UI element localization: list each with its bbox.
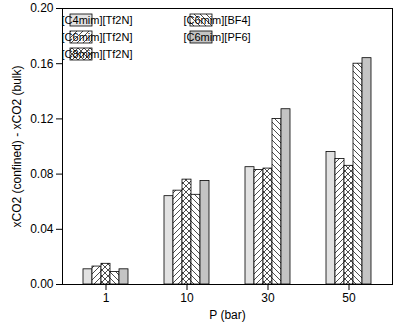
- svg-text:xCO2 (confined) - xCO2 (bulk): xCO2 (confined) - xCO2 (bulk): [10, 65, 24, 227]
- svg-text:1: 1: [103, 291, 110, 305]
- svg-text:0.12: 0.12: [30, 112, 54, 126]
- svg-text:[C6mim][PF6]: [C6mim][PF6]: [183, 31, 250, 43]
- svg-text:P (bar): P (bar): [209, 308, 245, 322]
- svg-text:0.04: 0.04: [30, 222, 54, 236]
- svg-text:[C6mim][Tf2N]: [C6mim][Tf2N]: [62, 31, 133, 43]
- svg-text:30: 30: [261, 291, 275, 305]
- svg-text:0.20: 0.20: [30, 1, 54, 15]
- svg-text:[C8mim][Tf2N]: [C8mim][Tf2N]: [62, 48, 133, 60]
- svg-text:0.16: 0.16: [30, 57, 54, 71]
- svg-text:10: 10: [180, 291, 194, 305]
- svg-text:0.00: 0.00: [30, 277, 54, 291]
- svg-text:50: 50: [342, 291, 356, 305]
- svg-text:[C4mim][Tf2N]: [C4mim][Tf2N]: [62, 14, 133, 26]
- svg-text:[C6mim][BF4]: [C6mim][BF4]: [183, 14, 250, 26]
- svg-text:0.08: 0.08: [30, 167, 54, 181]
